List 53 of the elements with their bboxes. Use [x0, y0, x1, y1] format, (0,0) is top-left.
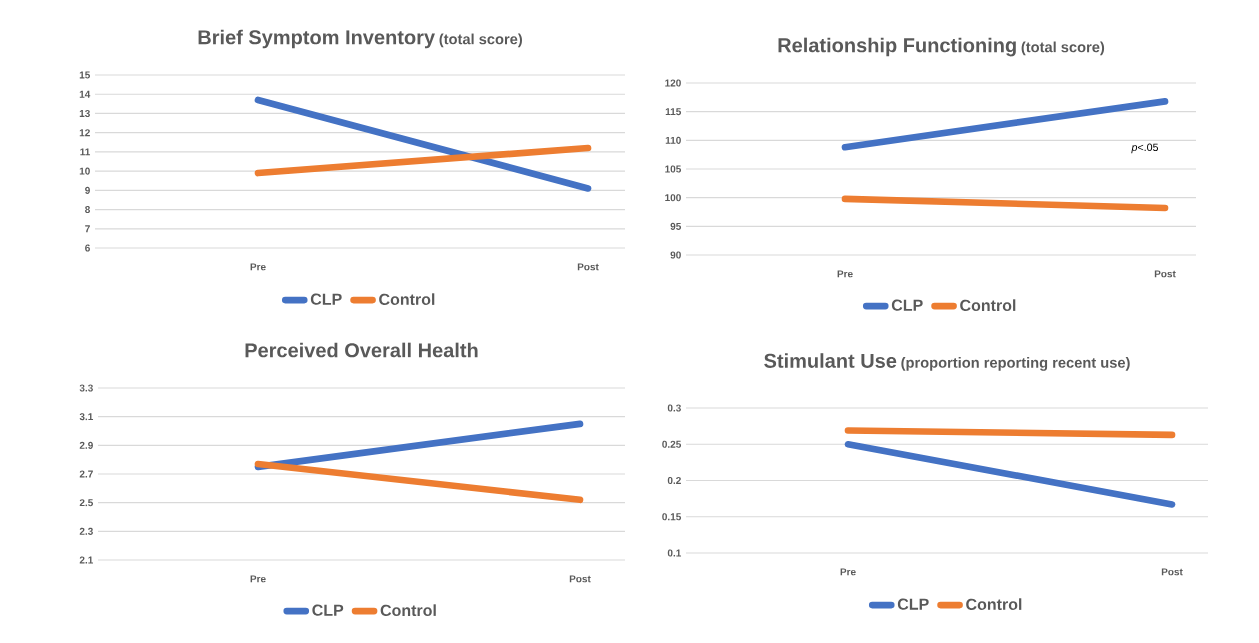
- y-tick-label: 6: [85, 244, 90, 252]
- chart-subtitle: (total score): [439, 33, 522, 48]
- y-tick-label: 2.3: [79, 527, 93, 535]
- y-tick-label: 11: [80, 148, 91, 156]
- y-tick-label: 115: [665, 108, 682, 116]
- y-tick-label: 9: [85, 186, 90, 194]
- legend-label: CLP: [897, 598, 929, 610]
- y-tick-label: 0.25: [662, 440, 682, 448]
- x-tick-label: Post: [569, 575, 591, 583]
- y-tick-label: 2.1: [79, 556, 94, 564]
- y-tick-label: 95: [670, 222, 682, 230]
- y-tick-label: 0.15: [662, 513, 682, 521]
- annotation: p<.05: [1131, 143, 1159, 154]
- legend-label: Control: [960, 299, 1016, 312]
- x-tick-label: Pre: [837, 270, 853, 278]
- y-tick-label: 14: [79, 90, 91, 98]
- y-tick-label: 13: [79, 109, 90, 117]
- x-tick-label: Pre: [840, 568, 856, 576]
- legend-label: Control: [966, 598, 1022, 611]
- y-tick-label: 10: [79, 167, 90, 175]
- legend-label: Control: [379, 293, 435, 306]
- legend-label: CLP: [891, 299, 923, 311]
- y-tick-label: 90: [670, 251, 681, 259]
- y-tick-label: 3.1: [79, 413, 94, 421]
- y-tick-label: 120: [665, 79, 681, 87]
- y-tick-label: 12: [79, 129, 90, 137]
- x-tick-label: Post: [1161, 568, 1183, 576]
- x-tick-label: Pre: [250, 575, 266, 583]
- y-tick-label: 105: [665, 165, 682, 173]
- y-tick-label: 110: [665, 136, 681, 144]
- chart-subtitle: (proportion reporting recent use): [901, 357, 1130, 371]
- y-tick-label: 0.3: [667, 404, 681, 412]
- chart-title: Brief Symptom Inventory: [198, 29, 435, 49]
- chart-title: Stimulant Use: [764, 353, 897, 368]
- chart-title: Relationship Functioning: [778, 37, 1016, 57]
- y-tick-label: 7: [85, 225, 90, 233]
- y-tick-label: 2.5: [79, 499, 94, 507]
- chart-title: Perceived Overall Health: [245, 342, 478, 358]
- y-tick-label: 8: [85, 206, 90, 214]
- y-tick-label: 100: [665, 194, 681, 202]
- y-tick-label: 3.3: [79, 384, 93, 392]
- legend-label: CLP: [312, 604, 344, 616]
- legend-label: Control: [380, 604, 436, 617]
- y-tick-label: 2.9: [79, 441, 93, 449]
- x-tick-label: Pre: [250, 263, 266, 271]
- x-tick-label: Post: [577, 263, 599, 271]
- y-tick-label: 2.7: [79, 470, 93, 478]
- y-tick-label: 0.1: [667, 549, 682, 557]
- y-tick-label: 15: [79, 71, 91, 79]
- chart-subtitle: (total score): [1021, 41, 1105, 56]
- x-tick-label: Post: [1154, 270, 1176, 278]
- y-tick-label: 0.2: [667, 476, 681, 485]
- legend-label: CLP: [310, 293, 342, 305]
